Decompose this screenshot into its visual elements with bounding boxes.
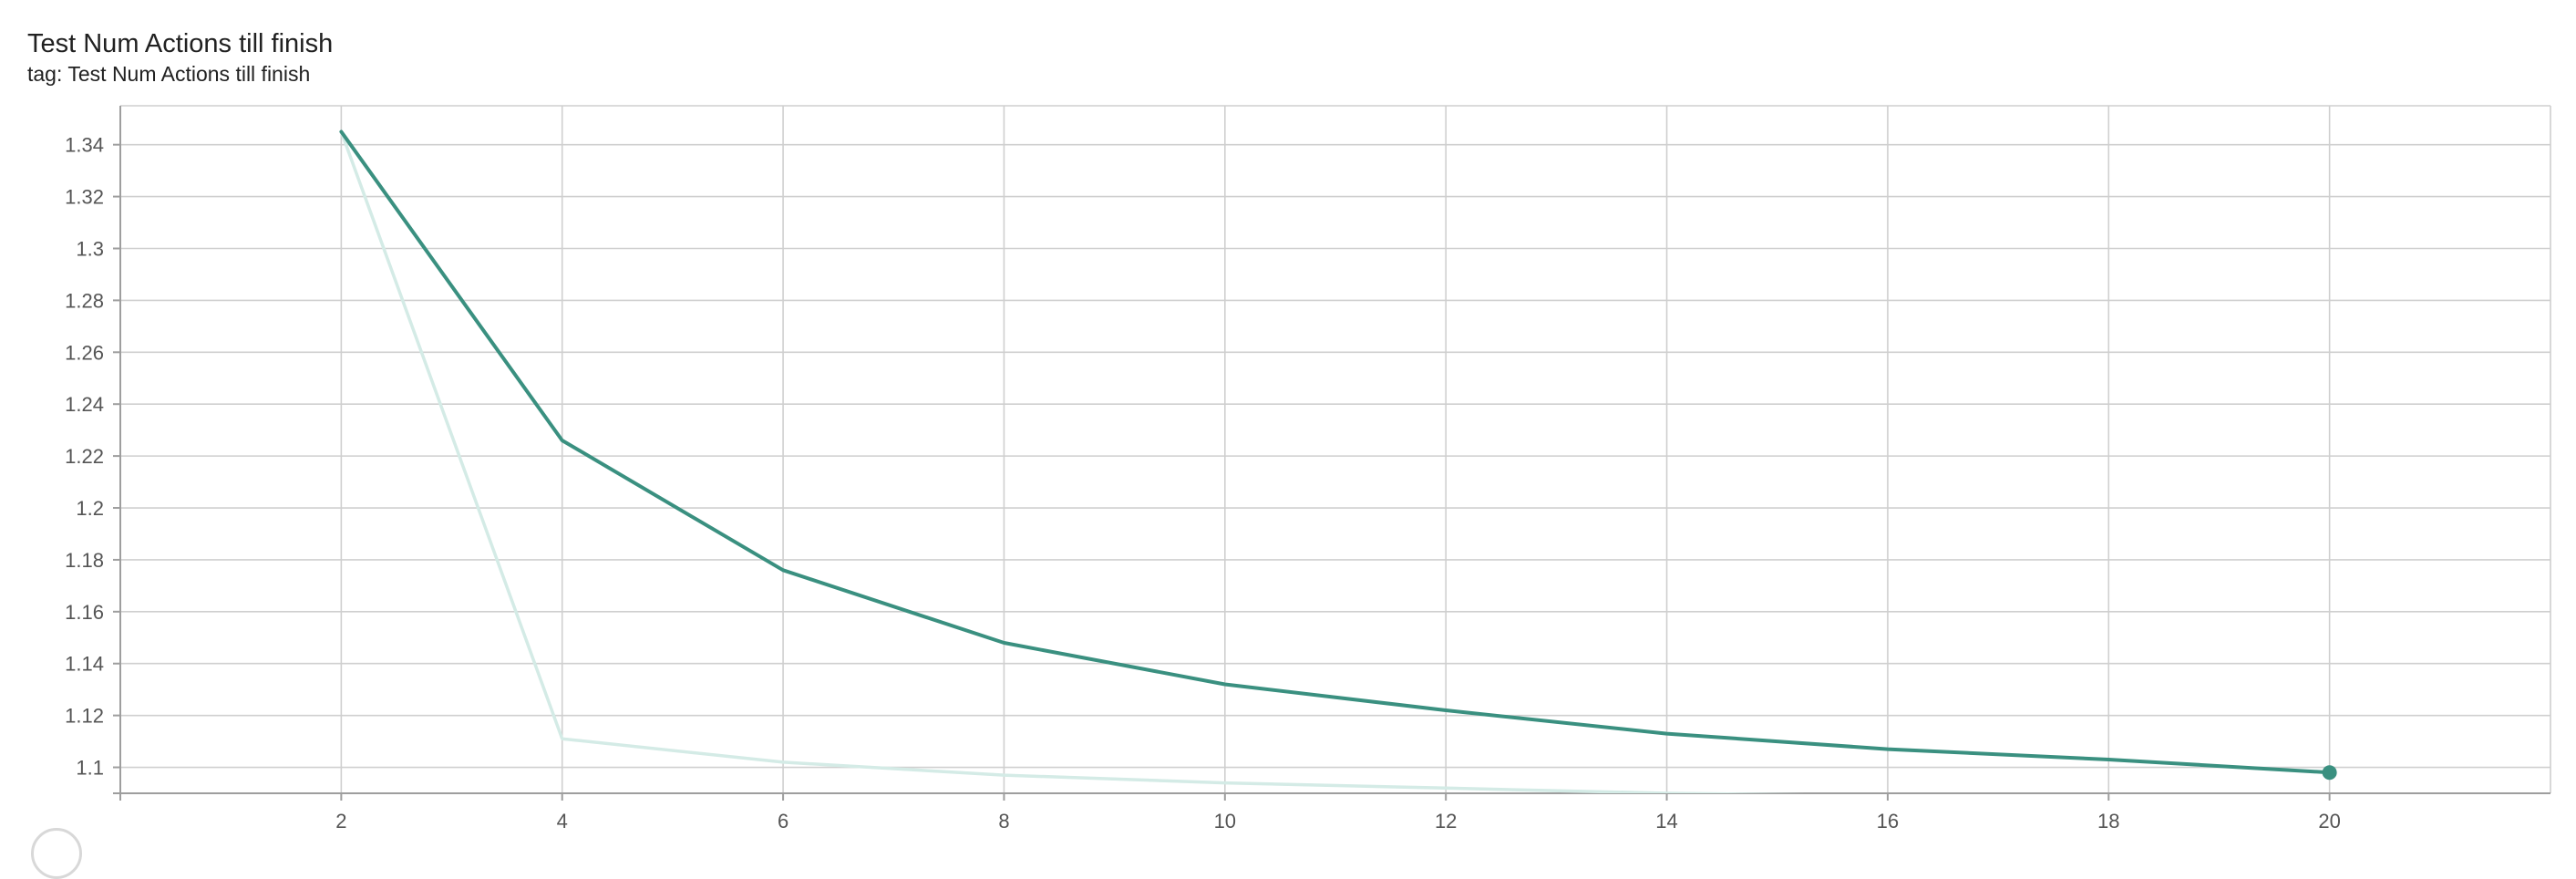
series-points: [2322, 765, 2337, 781]
chart-title: Test Num Actions till finish: [27, 29, 334, 58]
axes: [113, 106, 2550, 801]
fit-domain-button[interactable]: [31, 828, 82, 879]
y-tick-label: 1.16: [65, 601, 104, 624]
y-tick-label: 1.22: [65, 445, 104, 468]
y-tick-label: 1.12: [65, 705, 104, 728]
tag-label: tag:: [27, 62, 63, 86]
y-axis-ticks: 1.1 1.12 1.14 1.16 1.18 1.2 1.22 1.24 1.26 1.28 1.…: [65, 134, 120, 780]
y-tick-label: 1.34: [65, 134, 104, 157]
gridlines: [120, 105, 2551, 793]
raw-series-line: [339, 129, 1806, 793]
y-tick-label: 1.3: [76, 237, 104, 260]
y-tick-label: 1.28: [65, 289, 104, 312]
tag-value: Test Num Actions till finish: [67, 62, 311, 86]
x-tick-label: 4: [557, 810, 568, 832]
x-tick-label: 16: [1877, 810, 1899, 832]
x-tick-label: 20: [2318, 810, 2340, 832]
x-tick-label: 18: [2097, 810, 2119, 832]
line-chart[interactable]: 2 4 6 8 10 12 14 16 18 20 1.11.121.141.161.181.21…: [0, 0, 2576, 839]
x-tick-label: 8: [998, 810, 1009, 832]
x-tick-label: 10: [1214, 810, 1236, 832]
x-tick-label: 6: [778, 810, 788, 832]
chart-tag: tag: Test Num Actions till finish: [27, 62, 310, 87]
y-tick-label: 1.24: [65, 393, 104, 416]
x-axis-ticks: 2 4 6 8 10 12 14 16 18 20: [335, 793, 2341, 832]
x-tick-label: 14: [1655, 810, 1677, 832]
last-point-marker: [2322, 765, 2337, 781]
y-tick-label: 1.14: [65, 653, 104, 676]
y-tick-label: 1.2: [76, 497, 104, 520]
x-tick-label: 12: [1435, 810, 1457, 832]
x-tick-label: 2: [335, 810, 346, 832]
y-tick-label: 1.1: [76, 757, 104, 780]
series-lines: [339, 129, 2332, 793]
y-tick-label: 1.32: [65, 186, 104, 209]
smoothed-series-line: [339, 129, 2332, 775]
y-tick-label: 1.26: [65, 341, 104, 364]
y-tick-label: 1.18: [65, 549, 104, 572]
